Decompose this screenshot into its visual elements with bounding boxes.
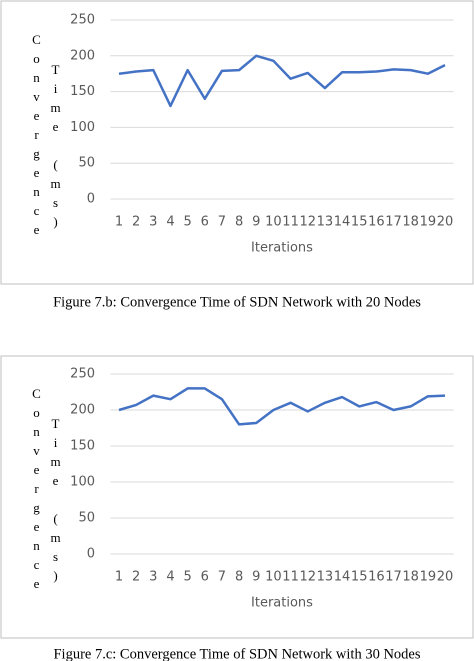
- y-tick-label: 250: [70, 13, 95, 28]
- y-axis-label: Time (ms): [48, 416, 63, 587]
- x-tick-label: 19: [420, 215, 437, 230]
- x-tick-label: 3: [149, 215, 157, 230]
- y-tick-label: 50: [78, 511, 95, 526]
- x-tick-label: 14: [334, 570, 351, 585]
- y-tick-label: 100: [70, 120, 95, 135]
- x-tick-label: 10: [265, 570, 282, 585]
- x-tick-label: 14: [334, 215, 351, 230]
- x-tick-label: 1: [115, 570, 123, 585]
- x-tick-label: 15: [351, 570, 368, 585]
- x-tick-label: 18: [402, 215, 419, 230]
- data-line: [118, 387, 446, 426]
- x-tick-label: 5: [183, 570, 191, 585]
- y-axis-label: Time (ms): [48, 62, 63, 233]
- x-tick-label: 16: [368, 570, 385, 585]
- y-axis-label: Convergence: [29, 32, 44, 241]
- x-tick-label: 17: [385, 215, 402, 230]
- x-tick-label: 13: [317, 570, 334, 585]
- x-tick-label: 3: [149, 570, 157, 585]
- x-tick-label: 20: [437, 215, 454, 230]
- figure-caption: Figure 7.c: Convergence Time of SDN Netw…: [53, 646, 420, 661]
- x-tick-label: 2: [132, 570, 140, 585]
- y-tick-label: 0: [87, 547, 95, 562]
- x-tick-label: 12: [299, 570, 316, 585]
- x-tick-label: 1: [115, 215, 123, 230]
- x-tick-label: 8: [235, 215, 243, 230]
- y-tick-label: 0: [87, 192, 95, 207]
- x-tick-label: 17: [385, 570, 402, 585]
- x-tick-label: 9: [252, 570, 260, 585]
- x-tick-label: 4: [166, 215, 174, 230]
- x-tick-label: 4: [166, 570, 174, 585]
- y-tick-label: 100: [70, 475, 95, 490]
- y-tick-label: 200: [70, 48, 95, 63]
- data-line: [118, 54, 446, 108]
- chart-border: [0, 0, 474, 285]
- x-tick-label: 7: [218, 570, 226, 585]
- x-tick-label: 8: [235, 570, 243, 585]
- x-tick-label: 13: [317, 215, 334, 230]
- y-tick-label: 250: [70, 367, 95, 382]
- x-tick-label: 15: [351, 215, 368, 230]
- chart-border: [0, 355, 474, 639]
- x-tick-label: 7: [218, 215, 226, 230]
- x-tick-label: 16: [368, 215, 385, 230]
- x-tick-label: 11: [282, 570, 299, 585]
- x-axis-label: Iterations: [251, 596, 313, 611]
- x-tick-label: 5: [183, 215, 191, 230]
- x-tick-label: 12: [299, 215, 316, 230]
- x-tick-label: 11: [282, 215, 299, 230]
- y-tick-label: 150: [70, 439, 95, 454]
- x-axis-label: Iterations: [251, 241, 313, 256]
- x-tick-label: 18: [402, 570, 419, 585]
- y-tick-label: 150: [70, 84, 95, 99]
- x-tick-label: 6: [201, 215, 209, 230]
- figure-caption: Figure 7.b: Convergence Time of SDN Netw…: [53, 294, 421, 310]
- x-tick-label: 2: [132, 215, 140, 230]
- x-tick-label: 20: [437, 570, 454, 585]
- x-tick-label: 9: [252, 215, 260, 230]
- x-tick-label: 19: [420, 570, 437, 585]
- x-tick-label: 10: [265, 215, 282, 230]
- x-tick-label: 6: [201, 570, 209, 585]
- y-axis-label: Convergence: [29, 386, 44, 595]
- y-tick-label: 50: [78, 156, 95, 171]
- y-tick-label: 200: [70, 403, 95, 418]
